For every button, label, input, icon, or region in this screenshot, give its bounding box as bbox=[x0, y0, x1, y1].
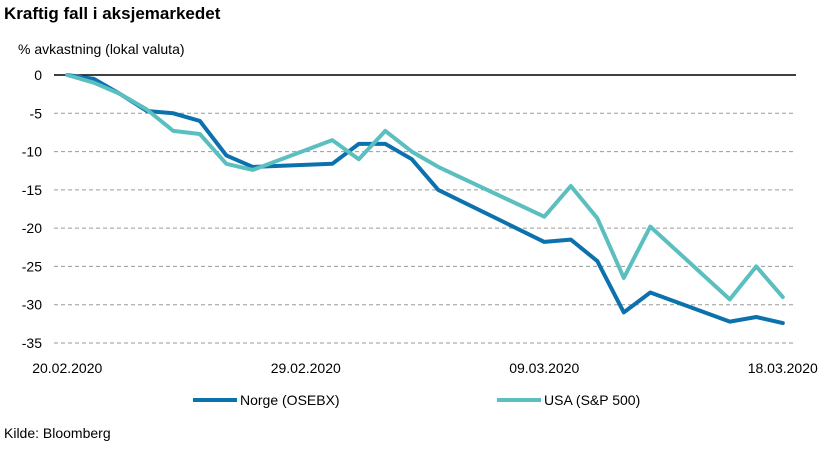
x-tick-label: 29.02.2020 bbox=[271, 360, 341, 376]
y-tick-label: -20 bbox=[22, 220, 42, 236]
x-axis-ticks: 20.02.2020 29.02.2020 09.03.2020 18.03.2020 bbox=[32, 360, 818, 376]
y-tick-label: -10 bbox=[22, 144, 42, 160]
y-axis-label: % avkastning (lokal valuta) bbox=[18, 41, 185, 57]
x-tick-label: 20.02.2020 bbox=[32, 360, 102, 376]
series-line-usa bbox=[65, 73, 785, 302]
y-tick-label: 0 bbox=[34, 67, 42, 83]
y-tick-label: -35 bbox=[22, 335, 42, 351]
series-lines bbox=[65, 73, 785, 326]
gridlines bbox=[54, 74, 796, 344]
legend-label: Norge (OSEBX) bbox=[240, 392, 340, 408]
legend-label: USA (S&P 500) bbox=[544, 392, 640, 408]
chart-title: Kraftig fall i aksjemarkedet bbox=[4, 4, 221, 23]
x-tick-label: 18.03.2020 bbox=[748, 360, 818, 376]
source-note: Kilde: Bloomberg bbox=[4, 425, 111, 441]
y-tick-label: -25 bbox=[22, 258, 42, 274]
y-tick-label: -5 bbox=[30, 105, 43, 121]
y-tick-label: -15 bbox=[22, 182, 42, 198]
y-tick-label: -30 bbox=[22, 297, 42, 313]
y-axis-ticks: 0 -5 -10 -15 -20 -25 -30 -35 bbox=[22, 67, 42, 351]
series-line-norge bbox=[65, 73, 785, 326]
x-tick-label: 09.03.2020 bbox=[509, 360, 579, 376]
legend: Norge (OSEBX) USA (S&P 500) bbox=[193, 392, 640, 408]
